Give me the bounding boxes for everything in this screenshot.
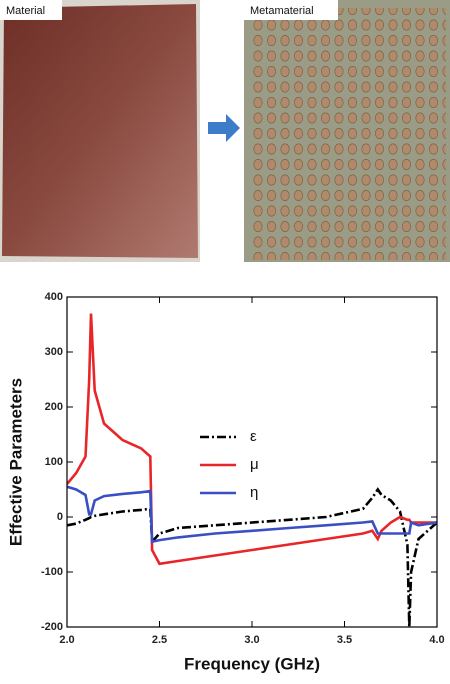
x-tick-label: 2.5	[152, 634, 167, 646]
legend-label: η	[250, 484, 258, 501]
x-tick-label: 2.0	[59, 634, 74, 646]
plot-frame	[66, 296, 438, 628]
legend-label: ε	[250, 428, 257, 445]
x-axis-title: Frequency (GHz)	[184, 654, 320, 673]
x-tick-label: 3.0	[244, 634, 259, 646]
photo-label: Metamaterial	[250, 5, 314, 17]
x-tick-label: 3.5	[337, 634, 352, 646]
series-line	[67, 487, 437, 627]
legend-label: μ	[250, 456, 259, 473]
series-line	[67, 485, 437, 544]
y-tick-label: 100	[45, 456, 63, 468]
y-tick-label: 300	[45, 346, 63, 358]
y-tick-label: 200	[45, 401, 63, 413]
photo-label: Material	[6, 5, 45, 17]
plot: -200 -100 0 100 200 300 400 2.0 2.5 3.0 3.5 4.0 εμη	[41, 291, 445, 646]
y-tick-label: 0	[57, 511, 63, 523]
series-line	[67, 313, 437, 566]
x-tick-label: 4.0	[429, 634, 444, 646]
y-axis-title: Effective Parameters	[6, 378, 25, 546]
arrow	[208, 114, 240, 142]
y-tick-label: -200	[41, 621, 63, 633]
y-tick-label: -100	[41, 566, 63, 578]
photo-metamaterial: Metamaterial	[244, 0, 450, 262]
y-tick-label: 400	[45, 291, 63, 303]
photo-material: Material	[0, 0, 200, 262]
